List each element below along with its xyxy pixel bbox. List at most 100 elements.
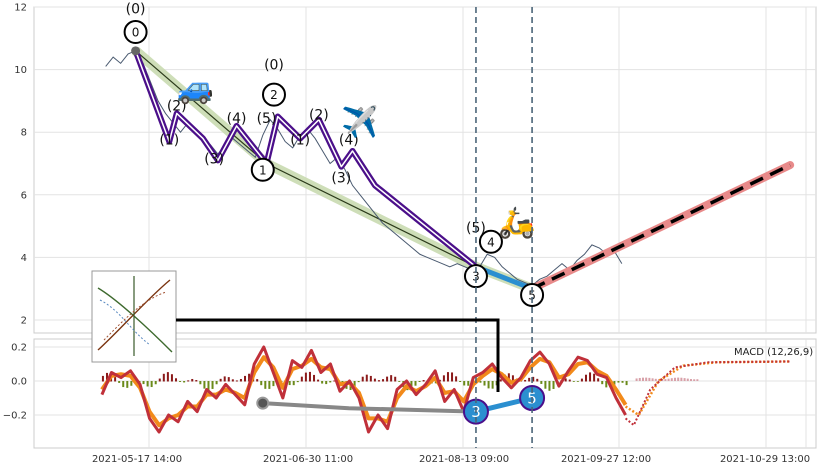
macd-histogram-bar: [248, 373, 251, 382]
wave-circle: [250, 157, 275, 182]
wave-label: (0): [264, 58, 284, 74]
inset-thumbnail: [91, 270, 177, 363]
macd-histogram-bar: [170, 374, 173, 382]
macd-forecast-histogram-bar: [670, 378, 673, 381]
macd-histogram-bar: [304, 372, 307, 382]
macd-histogram-bar: [418, 381, 421, 382]
macd-histogram-bar: [369, 375, 372, 382]
inset-curve: [103, 291, 167, 341]
wave-circle: [478, 229, 503, 254]
macd-gray-dot: [256, 396, 270, 410]
macd-histogram-bar: [601, 381, 604, 385]
macd-histogram-bar: [300, 376, 303, 382]
price-y-tick-label: 12: [14, 3, 27, 14]
macd-line: [100, 345, 627, 434]
wave-label: (5): [257, 111, 277, 127]
x-tick-label: 2021-05-17 14:00: [92, 454, 182, 465]
macd-histogram-bar: [532, 376, 535, 382]
macd-histogram-bar: [548, 381, 551, 391]
macd-histogram-bar: [479, 381, 482, 383]
macd-forecast-histogram-bar: [689, 379, 692, 381]
macd-histogram-bar: [325, 381, 328, 385]
macd-histogram-bar: [487, 381, 490, 389]
macd-histogram-bar: [552, 381, 555, 389]
macd-histogram-bar: [329, 381, 332, 383]
macd-histogram-bar: [158, 378, 161, 382]
macd-histogram-bar: [455, 376, 458, 382]
inset-curve: [99, 299, 151, 346]
wave-circle-label: 3: [472, 270, 480, 284]
macd-histogram-bar: [414, 381, 417, 386]
macd-histogram-bar: [511, 375, 514, 382]
macd-histogram-bar: [321, 381, 324, 384]
macd-histogram-bar: [227, 377, 230, 382]
macd-histogram-bar: [175, 378, 178, 382]
macd-histogram-bar: [507, 373, 510, 382]
macd-histogram-bar: [187, 380, 190, 382]
macd-histogram-bar: [179, 381, 182, 382]
macd-histogram-bar: [459, 381, 462, 382]
emoji-icon: 🚙: [177, 71, 214, 106]
macd-histogram-bar: [199, 381, 202, 385]
wave-label: (1): [290, 133, 310, 149]
macd-histogram-bar: [390, 375, 393, 382]
macd-histogram-bar: [625, 381, 628, 386]
macd-histogram-bar: [244, 375, 247, 382]
macd-histogram-bar: [191, 378, 194, 382]
macd-histogram-bar: [564, 378, 567, 382]
price-y-tick-label: 4: [21, 253, 27, 264]
macd-histogram-bar: [580, 378, 583, 382]
price-y-tick-label: 2: [21, 316, 27, 327]
macd-histogram-bar: [422, 380, 425, 382]
macd-histogram-bar: [593, 373, 596, 382]
wave-label: (2): [167, 98, 187, 114]
macd-histogram-bar: [223, 376, 226, 382]
wave-label: (4): [227, 111, 247, 127]
wave-circle: [123, 20, 148, 45]
macd-forecast-line: [624, 360, 791, 427]
emoji-icon: 🛵: [498, 205, 535, 240]
macd-histogram-bar: [162, 373, 165, 382]
wave-circle-label: 2: [270, 88, 278, 102]
macd-histogram-bar: [195, 380, 198, 382]
macd-histogram-bar: [386, 376, 389, 382]
x-tick-label: 2021-09-27 12:00: [561, 454, 651, 465]
macd-histogram-bar: [540, 381, 543, 384]
macd-y-tick-label: −0.2: [3, 411, 27, 422]
macd-histogram-bar: [264, 381, 267, 389]
wave-circle: [261, 82, 286, 107]
macd-histogram-bar: [292, 381, 295, 386]
panel-connector-line: [176, 318, 500, 392]
macd-histogram-bar: [365, 374, 368, 382]
macd-histogram-bar: [544, 381, 547, 389]
macd-histogram-bar: [239, 378, 242, 382]
macd-histogram-bar: [528, 377, 531, 382]
macd-histogram-bar: [438, 379, 441, 382]
wave-label: (3): [331, 170, 351, 186]
macd-histogram-bar: [568, 379, 571, 382]
macd-histogram-bar: [272, 381, 275, 387]
wave-circle-label: 0: [132, 26, 140, 40]
macd-histogram-bar: [597, 378, 600, 382]
macd-histogram-bar: [146, 381, 149, 387]
macd-histogram-bar: [491, 381, 494, 389]
macd-histogram-bar: [142, 381, 145, 385]
macd-histogram-bar: [589, 372, 592, 382]
price-y-tick-label: 10: [14, 65, 27, 76]
macd-forecast-histogram-bar: [641, 377, 644, 381]
macd-histogram-bar: [317, 379, 320, 382]
wave-circle-label: 1: [259, 163, 267, 177]
macd-gray-wave-path: [262, 401, 477, 414]
macd-histogram-bar: [361, 376, 364, 382]
macd-histogram-bar: [154, 381, 157, 385]
macd-histogram-bar: [231, 379, 234, 382]
macd-histogram-bar: [451, 372, 454, 382]
macd-histogram-bar: [572, 381, 575, 382]
macd-forecast-histogram-bar: [683, 378, 686, 381]
macd-histogram-bar: [183, 381, 186, 383]
macd-histogram-bar: [613, 381, 616, 385]
macd-histogram-bar: [410, 381, 413, 390]
macd-histogram-bar: [442, 375, 445, 382]
overlay-annotations: [91, 7, 533, 448]
